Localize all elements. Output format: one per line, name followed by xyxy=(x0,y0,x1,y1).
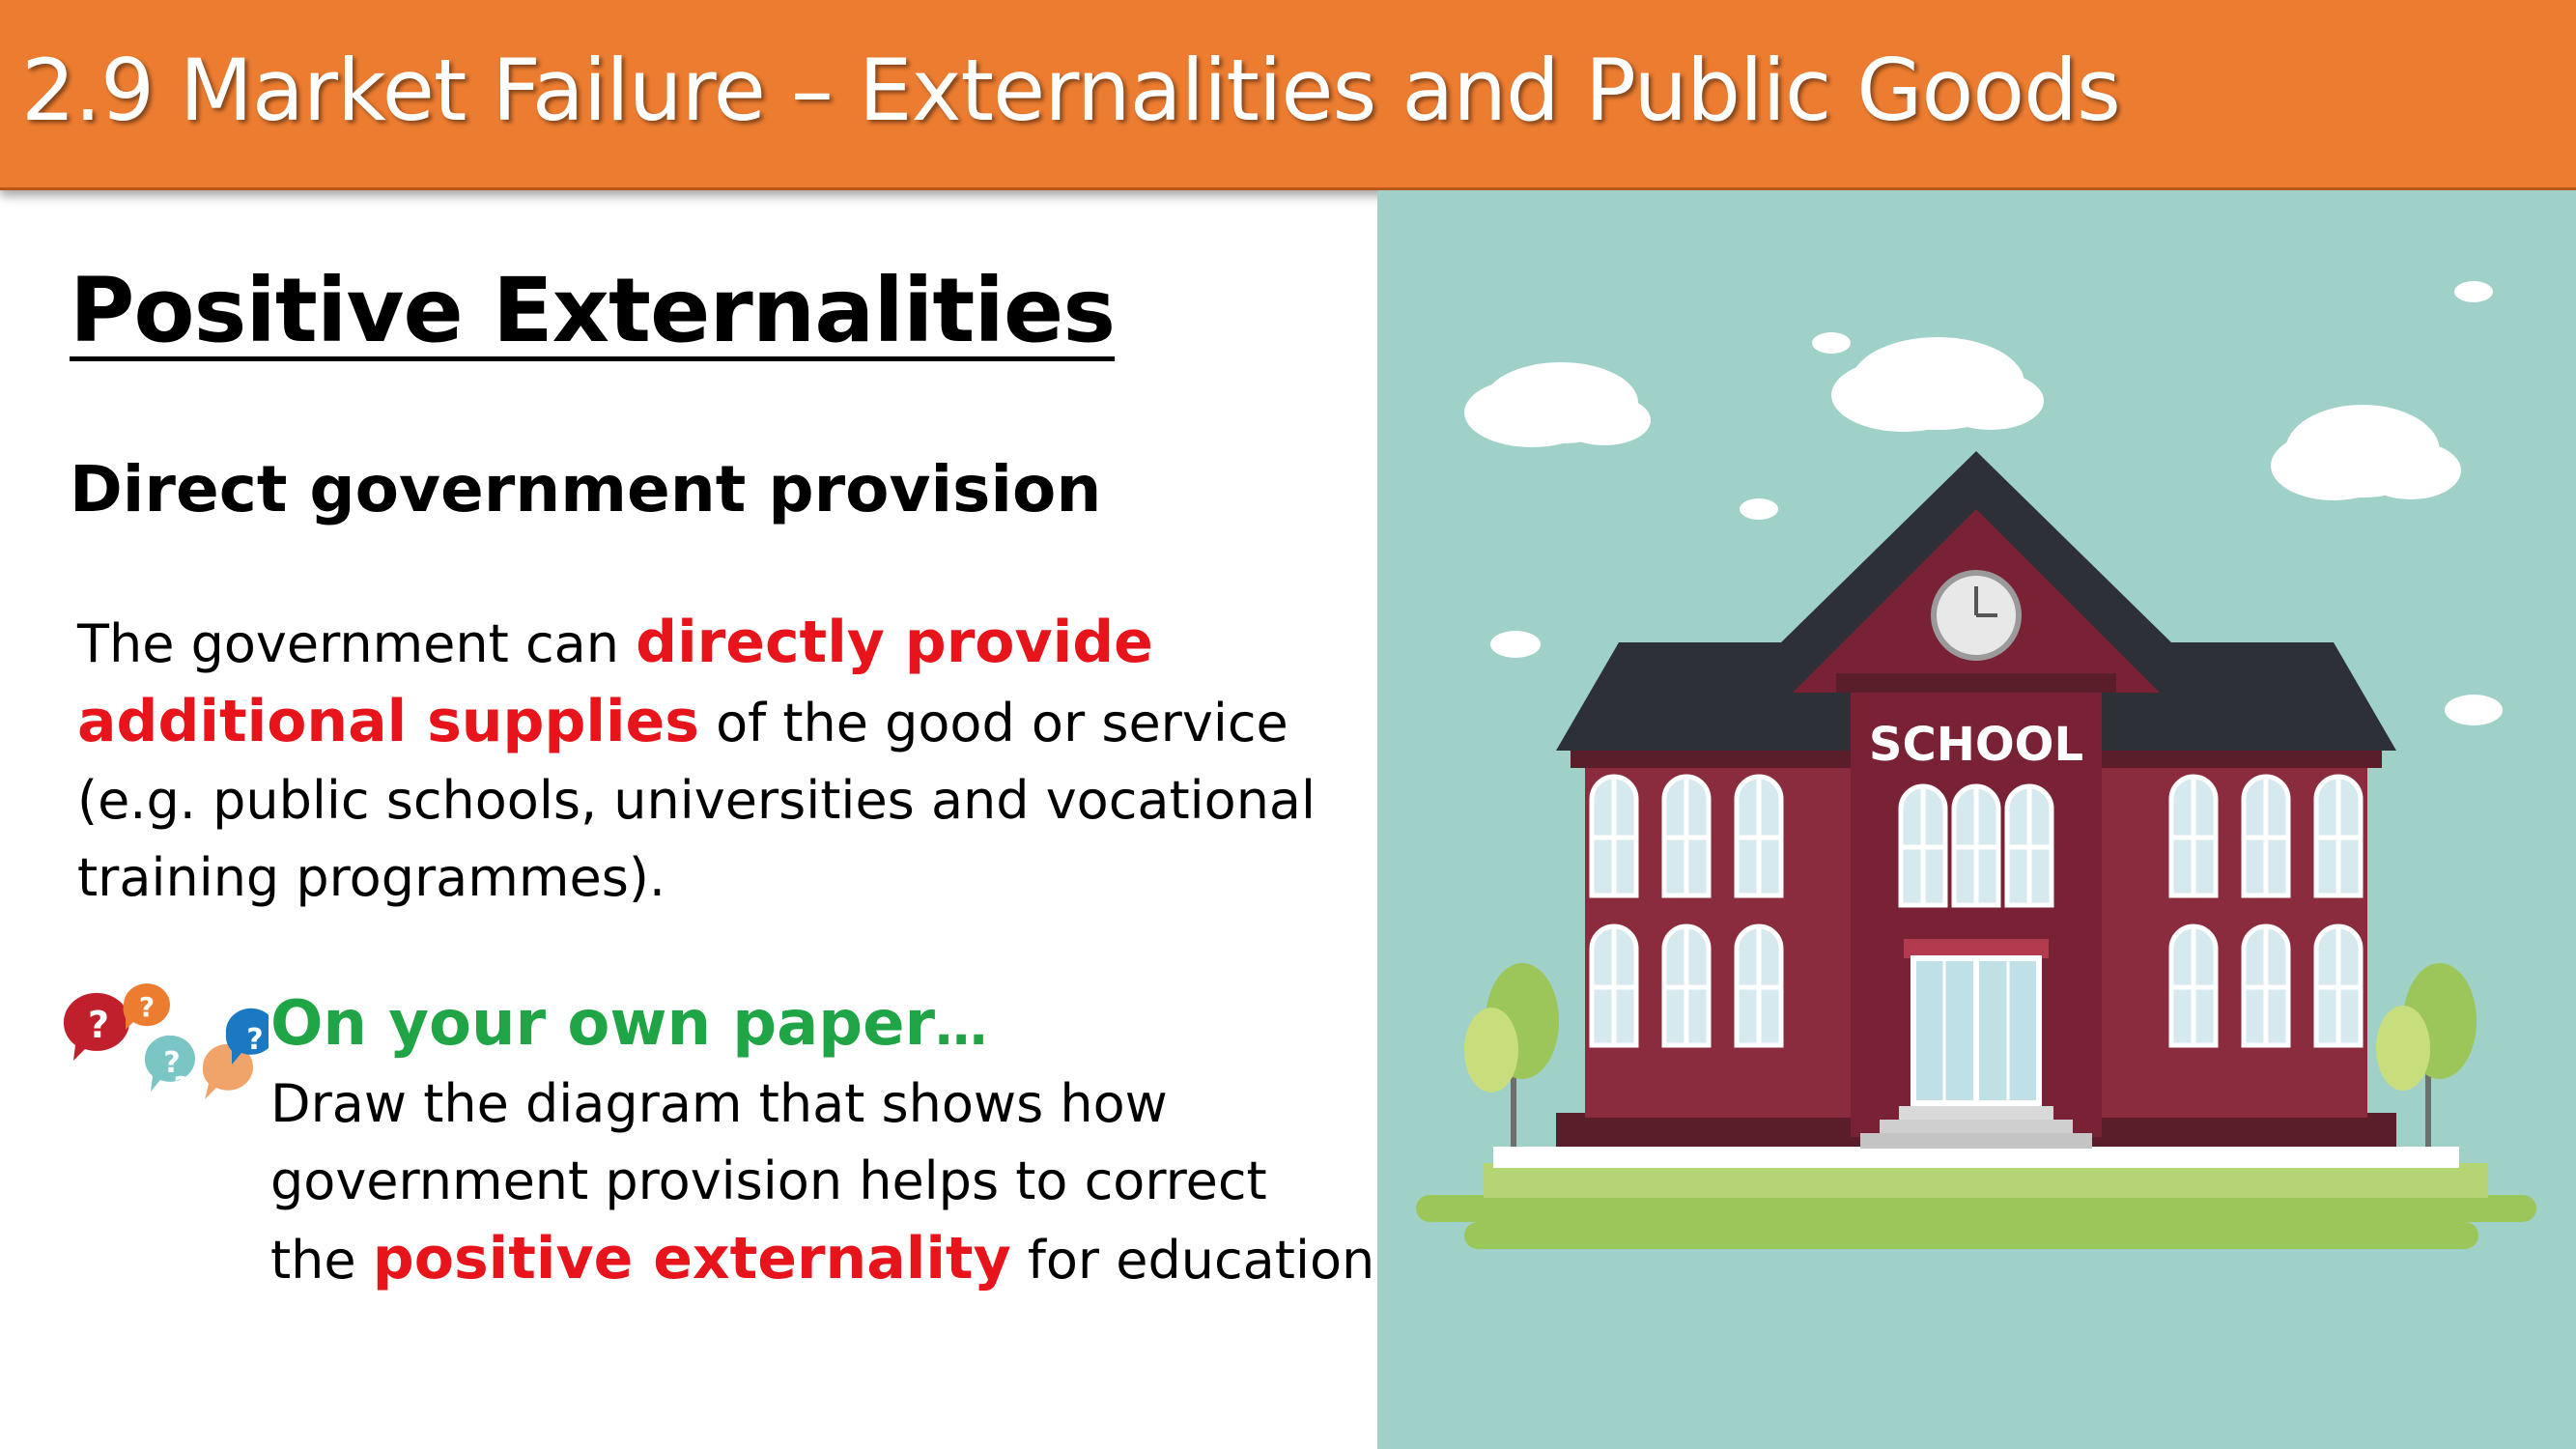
slide-title: 2.9 Market Failure – Externalities and P… xyxy=(21,41,2121,140)
paragraph-text: The government can xyxy=(77,613,637,674)
task-text: government provision helps to correct xyxy=(270,1151,1267,1211)
highlight-positive-externality: positive externality xyxy=(372,1225,1011,1293)
cloud-icon xyxy=(1490,631,1541,658)
door-awning xyxy=(1904,939,2049,958)
task-title: On your own paper xyxy=(270,988,936,1060)
task-block: On your own paper… Draw the diagram that… xyxy=(270,985,1391,1299)
paragraph-text: training programmes). xyxy=(77,847,666,908)
bubble-mark: ? xyxy=(139,991,155,1023)
highlight-additional-supplies: additional supplies xyxy=(77,688,699,755)
grass-strip xyxy=(1464,1222,2478,1249)
step xyxy=(1899,1106,2053,1120)
sidewalk xyxy=(1493,1147,2459,1168)
highlight-directly-provide: directly provide xyxy=(636,609,1153,676)
grass-strip xyxy=(1416,1195,2536,1222)
tree-icon xyxy=(2376,963,2477,1166)
bubble-mark: ? xyxy=(88,1004,109,1046)
cloud-icon xyxy=(1812,332,1851,354)
slide-header: 2.9 Market Failure – Externalities and P… xyxy=(0,0,2576,190)
bubble-mark: ? xyxy=(174,1070,189,1101)
school-sign: SCHOOL xyxy=(1869,718,2083,772)
step xyxy=(1860,1133,2092,1149)
tree-icon xyxy=(1464,963,1559,1166)
cloud-icon xyxy=(2454,281,2493,302)
clock-icon xyxy=(1931,570,2022,661)
task-ellipsis: … xyxy=(935,996,988,1057)
section-subheading: Direct government provision xyxy=(70,452,1102,526)
cloud-icon xyxy=(2445,695,2503,725)
task-text: for education. xyxy=(1010,1230,1392,1291)
paragraph-text: (e.g. public schools, universities and v… xyxy=(77,770,1316,831)
cloud-icon xyxy=(1740,498,1778,520)
school-illustration: SCHOOL xyxy=(1377,190,2576,1449)
question-bubbles-icon: ? ? ? ? ? xyxy=(63,983,269,1101)
bubble-mark: ? xyxy=(163,1046,180,1080)
cloud-icon xyxy=(2271,405,2461,500)
paragraph-text: of the good or service xyxy=(698,693,1288,753)
task-text: Draw the diagram that shows how xyxy=(270,1073,1168,1134)
task-text: the xyxy=(270,1230,373,1291)
step xyxy=(1880,1120,2073,1133)
body-paragraph: The government can directly provide addi… xyxy=(77,604,1333,917)
section-heading: Positive Externalities xyxy=(70,259,1116,362)
grass-strip xyxy=(1484,1163,2488,1198)
bubble-mark: ? xyxy=(246,1023,263,1057)
cloud-icon xyxy=(1464,362,1651,447)
windows xyxy=(1589,774,2364,1048)
cloud-icon xyxy=(1831,337,2044,432)
